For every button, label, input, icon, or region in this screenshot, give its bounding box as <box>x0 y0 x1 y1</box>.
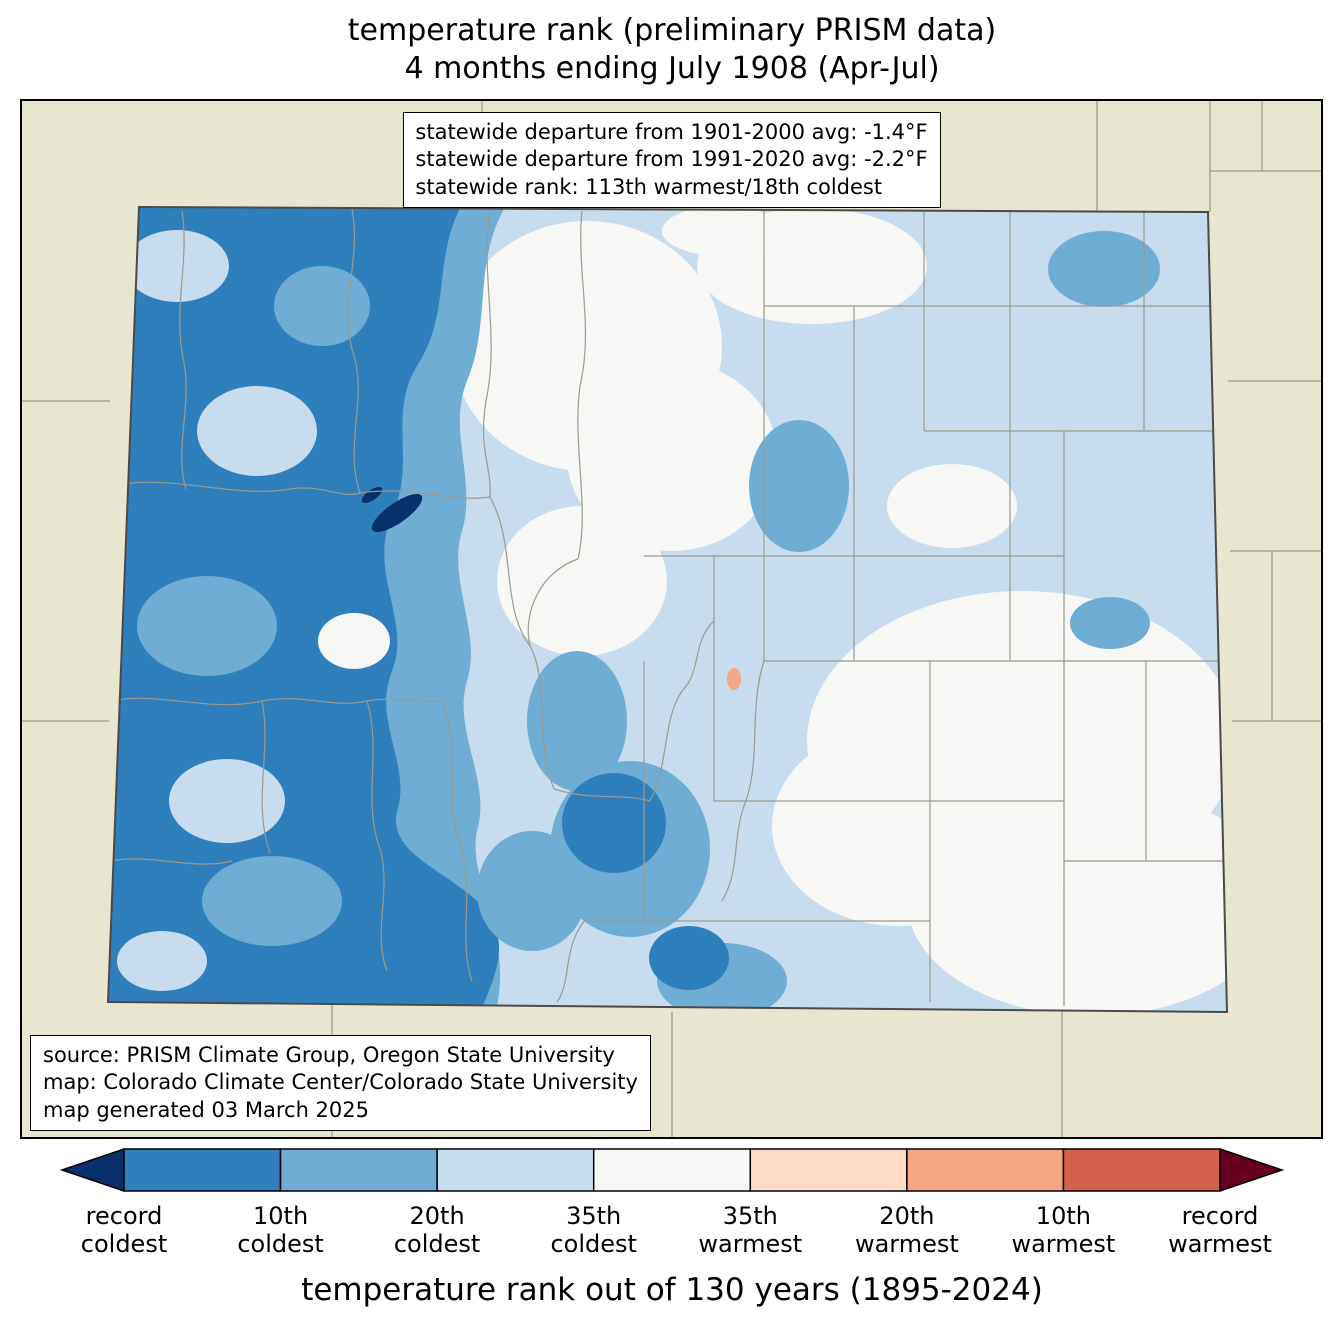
colorado-state-border <box>106 205 1229 1014</box>
colorado-shading <box>108 207 1227 1012</box>
page-title: temperature rank (preliminary PRISM data… <box>0 12 1344 89</box>
colorbar-segment-0 <box>123 1148 282 1192</box>
source-line-1: source: PRISM Climate Group, Oregon Stat… <box>43 1043 615 1067</box>
colorbar-label: 20th coldest <box>393 1202 481 1259</box>
colorbar-segment-6 <box>1062 1148 1221 1192</box>
colorbar-labels: record coldest 10th coldest 20th coldest 35… <box>52 1202 1292 1268</box>
title-line-2: 4 months ending July 1908 (Apr-Jul) <box>404 51 940 87</box>
stats-line-1: statewide departure from 1901-2000 avg: … <box>415 120 928 144</box>
colorbar-label: 10th coldest <box>237 1202 324 1259</box>
colorbar-label: record coldest <box>80 1202 168 1259</box>
near-normal-areas <box>452 207 1227 1012</box>
map-panel: statewide departure from 1901-2000 avg: … <box>20 99 1323 1139</box>
source-box: source: PRISM Climate Group, Oregon Stat… <box>30 1035 651 1131</box>
colorbar-segment-4 <box>749 1148 908 1192</box>
colorbar <box>52 1147 1292 1193</box>
colorbar-bar <box>59 1147 1285 1193</box>
colorbar-segment-2 <box>436 1148 595 1192</box>
stats-line-2: statewide departure from 1991-2020 avg: … <box>415 147 928 172</box>
colorbar-label: 20th warmest <box>854 1202 959 1259</box>
title-line-1: temperature rank (preliminary PRISM data… <box>347 13 997 48</box>
stats-box: statewide departure from 1901-2000 avg: … <box>402 112 941 208</box>
colorbar-segment-3 <box>592 1148 752 1192</box>
source-line-2: map: Colorado Climate Center/Colorado St… <box>43 1070 638 1095</box>
colorbar-segment-1 <box>279 1148 438 1192</box>
colorbar-label: 10th warmest <box>1011 1202 1116 1259</box>
source-line-3: map generated 03 March 2025 <box>43 1097 370 1122</box>
colorbar-label: 35th warmest <box>698 1202 803 1259</box>
dark-cold-blobs <box>562 773 729 990</box>
colorbar-caption: temperature rank out of 130 years (1895-… <box>301 1272 1043 1308</box>
colorbar-label: record warmest <box>1168 1202 1272 1259</box>
colorado-rank-map <box>22 101 1321 1137</box>
colorbar-arrow-record-warmest <box>1219 1147 1285 1193</box>
colorbar-arrow-record-coldest <box>59 1147 125 1193</box>
west-patches <box>117 230 390 991</box>
warm-spot <box>727 668 741 690</box>
colorbar-segment-5 <box>906 1148 1065 1192</box>
colorbar-label: 35th coldest <box>550 1202 637 1259</box>
stats-line-3: statewide rank: 113th warmest/18th colde… <box>415 174 883 199</box>
county-boundaries <box>109 208 1225 1006</box>
